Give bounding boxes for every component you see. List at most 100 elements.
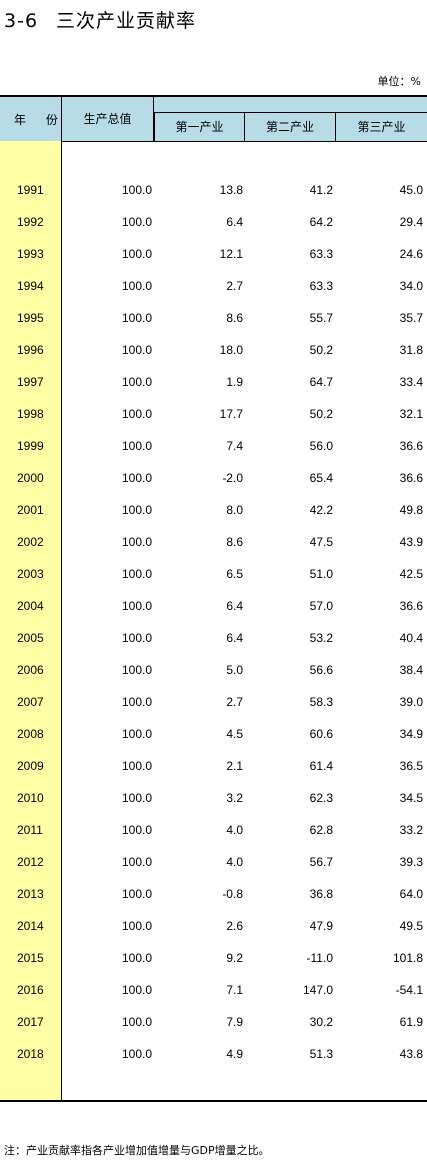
year-cell: 1994 xyxy=(17,279,44,293)
top-rule xyxy=(0,95,427,97)
unit-label: 单位：% xyxy=(377,75,421,88)
tertiary-cell: 34.9 xyxy=(399,727,423,741)
tertiary-cell: 33.2 xyxy=(399,823,423,837)
tertiary-cell: 43.8 xyxy=(399,1047,423,1061)
gdp-cell: 100.0 xyxy=(121,631,152,645)
header-year-label: 年 份 xyxy=(14,113,66,127)
table-row: 2017 100.0 7.9 30.2 61.9 xyxy=(0,1012,427,1032)
year-cell: 2016 xyxy=(17,983,44,997)
header-industry-band xyxy=(154,97,427,113)
secondary-cell: 63.3 xyxy=(309,279,333,293)
table-row: 2013 100.0 -0.8 36.8 64.0 xyxy=(0,884,427,904)
table-row: 1993 100.0 12.1 63.3 24.6 xyxy=(0,244,427,264)
gdp-cell: 100.0 xyxy=(121,951,152,965)
tertiary-cell: 31.8 xyxy=(399,343,423,357)
secondary-cell: 62.3 xyxy=(309,791,333,805)
secondary-cell: 51.3 xyxy=(309,1047,333,1061)
gdp-cell: 100.0 xyxy=(121,215,152,229)
year-cell: 2007 xyxy=(17,695,44,709)
gdp-cell: 100.0 xyxy=(121,919,152,933)
secondary-cell: 30.2 xyxy=(309,1015,333,1029)
table-row: 2000 100.0 -2.0 65.4 36.6 xyxy=(0,468,427,488)
tertiary-cell: 49.8 xyxy=(399,503,423,517)
primary-cell: 2.7 xyxy=(226,279,243,293)
table-row: 2016 100.0 7.1 147.0 -54.1 xyxy=(0,980,427,1000)
table-row: 1992 100.0 6.4 64.2 29.4 xyxy=(0,212,427,232)
secondary-cell: 64.2 xyxy=(309,215,333,229)
gdp-cell: 100.0 xyxy=(121,1015,152,1029)
bottom-rule xyxy=(0,1100,427,1102)
secondary-cell: 53.2 xyxy=(309,631,333,645)
secondary-cell: 50.2 xyxy=(309,407,333,421)
year-cell: 2011 xyxy=(17,823,43,837)
tertiary-cell: 64.0 xyxy=(399,887,423,901)
gdp-cell: 100.0 xyxy=(121,535,152,549)
year-cell: 1998 xyxy=(17,407,44,421)
tertiary-cell: 34.0 xyxy=(399,279,423,293)
year-cell: 2018 xyxy=(17,1047,44,1061)
gdp-cell: 100.0 xyxy=(121,183,152,197)
year-cell: 2017 xyxy=(17,1015,44,1029)
tertiary-cell: 24.6 xyxy=(399,247,423,261)
tertiary-cell: 45.0 xyxy=(399,183,423,197)
gdp-cell: 100.0 xyxy=(121,855,152,869)
secondary-cell: 65.4 xyxy=(309,471,333,485)
table-row: 1995 100.0 8.6 55.7 35.7 xyxy=(0,308,427,328)
primary-cell: 4.0 xyxy=(226,855,243,869)
gdp-cell: 100.0 xyxy=(121,375,152,389)
secondary-cell: 42.2 xyxy=(309,503,333,517)
gdp-cell: 100.0 xyxy=(121,727,152,741)
table-row: 1997 100.0 1.9 64.7 33.4 xyxy=(0,372,427,392)
year-cell: 2000 xyxy=(17,471,44,485)
tertiary-cell: 39.3 xyxy=(399,855,423,869)
tertiary-cell: 38.4 xyxy=(399,663,423,677)
table-row: 2001 100.0 8.0 42.2 49.8 xyxy=(0,500,427,520)
primary-cell: 12.1 xyxy=(219,247,243,261)
year-cell: 1993 xyxy=(17,247,44,261)
secondary-cell: 47.9 xyxy=(309,919,333,933)
year-cell: 2015 xyxy=(17,951,44,965)
gdp-cell: 100.0 xyxy=(121,343,152,357)
primary-cell: 8.6 xyxy=(226,311,243,325)
secondary-cell: 61.4 xyxy=(309,759,333,773)
secondary-cell: 147.0 xyxy=(302,983,333,997)
header-secondary: 第二产业 xyxy=(245,113,336,141)
tertiary-cell: 36.6 xyxy=(399,439,423,453)
year-cell: 1991 xyxy=(17,183,44,197)
secondary-cell: 56.0 xyxy=(309,439,333,453)
gdp-cell: 100.0 xyxy=(121,599,152,613)
table-row: 1998 100.0 17.7 50.2 32.1 xyxy=(0,404,427,424)
table-row: 1999 100.0 7.4 56.0 36.6 xyxy=(0,436,427,456)
page-title: 3-6 三次产业贡献率 xyxy=(4,6,196,33)
tertiary-cell: 36.6 xyxy=(399,599,423,613)
secondary-cell: 57.0 xyxy=(309,599,333,613)
secondary-cell: 58.3 xyxy=(309,695,333,709)
table-row: 1996 100.0 18.0 50.2 31.8 xyxy=(0,340,427,360)
year-cell: 2012 xyxy=(17,855,44,869)
year-cell: 2009 xyxy=(17,759,44,773)
gdp-cell: 100.0 xyxy=(121,439,152,453)
secondary-cell: 56.6 xyxy=(309,663,333,677)
secondary-cell: -11.0 xyxy=(306,951,333,965)
primary-cell: 6.5 xyxy=(226,567,243,581)
tertiary-cell: 43.9 xyxy=(399,535,423,549)
primary-cell: 6.4 xyxy=(226,599,243,613)
gdp-cell: 100.0 xyxy=(121,887,152,901)
year-cell: 2004 xyxy=(17,599,44,613)
secondary-cell: 50.2 xyxy=(309,343,333,357)
secondary-cell: 64.7 xyxy=(309,375,333,389)
tertiary-cell: -54.1 xyxy=(395,983,423,997)
footnote: 注：产业贡献率指各产业增加值增量与GDP增量之比。 xyxy=(4,1144,270,1157)
year-cell: 2001 xyxy=(17,503,44,517)
year-cell: 1999 xyxy=(17,439,44,453)
table-row: 2009 100.0 2.1 61.4 36.5 xyxy=(0,756,427,776)
gdp-cell: 100.0 xyxy=(121,695,152,709)
secondary-cell: 41.2 xyxy=(309,183,333,197)
year-cell: 2010 xyxy=(17,791,44,805)
tertiary-cell: 61.9 xyxy=(399,1015,423,1029)
secondary-cell: 60.6 xyxy=(309,727,333,741)
primary-cell: 7.4 xyxy=(226,439,243,453)
year-cell: 1997 xyxy=(17,375,44,389)
table-row: 1994 100.0 2.7 63.3 34.0 xyxy=(0,276,427,296)
year-cell: 1996 xyxy=(17,343,44,357)
